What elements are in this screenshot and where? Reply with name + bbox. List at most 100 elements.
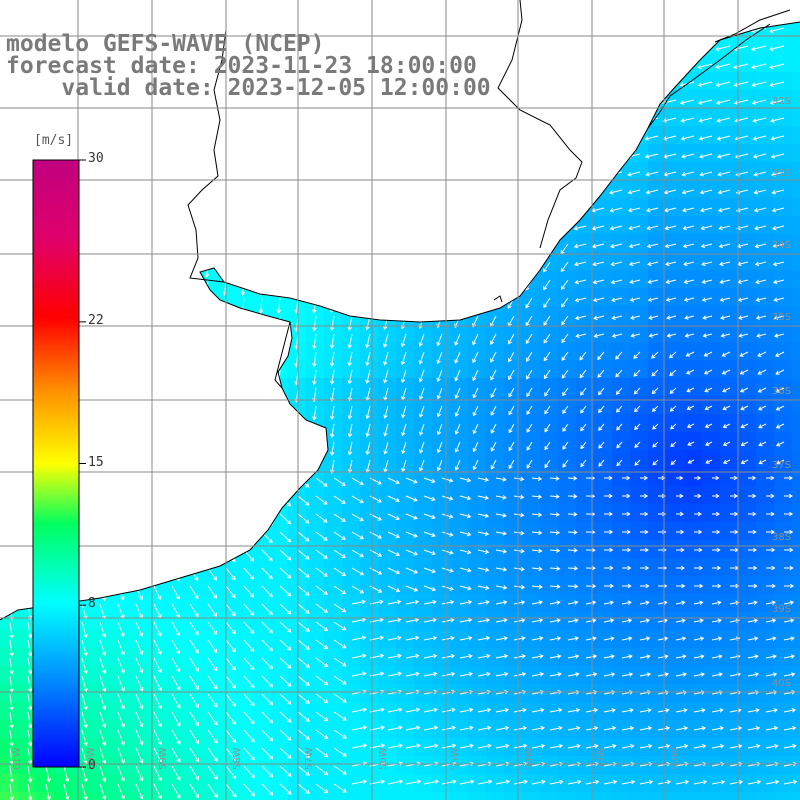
wind-arrow: [441, 495, 454, 501]
wind-arrow: [9, 531, 14, 548]
wind-arrow: [626, 10, 640, 15]
wind-arrow: [508, 459, 515, 470]
wind-arrow: [559, 117, 569, 131]
wind-arrow: [405, 513, 418, 520]
wind-arrow: [364, 189, 371, 206]
wind-arrow: [261, 495, 273, 508]
wind-arrow: [712, 565, 722, 571]
wind-arrow: [297, 729, 310, 740]
wind-arrow: [9, 549, 14, 566]
wind-arrow: [400, 261, 407, 276]
wind-arrow: [171, 783, 181, 799]
wind-arrow: [400, 99, 407, 116]
wind-arrow: [611, 297, 623, 303]
wind-arrow: [639, 726, 653, 731]
wind-arrow: [387, 779, 404, 785]
wind-arrow: [541, 27, 551, 42]
wind-arrow: [189, 729, 200, 745]
wind-arrow: [258, 315, 264, 332]
wind-arrow: [471, 297, 479, 310]
wind-arrow: [694, 493, 702, 499]
wind-arrow: [168, 405, 174, 422]
wind-arrow: [42, 22, 48, 26]
wind-arrow: [150, 22, 156, 26]
wind-arrow: [733, 63, 749, 70]
wind-arrow: [697, 81, 713, 87]
wind-arrow: [207, 765, 218, 780]
wind-arrow: [505, 27, 515, 42]
wind-arrow: [258, 369, 264, 386]
wind-arrow: [736, 225, 749, 231]
wind-arrow: [506, 189, 515, 203]
wind-arrow: [351, 513, 364, 522]
wind-arrow: [405, 635, 420, 641]
wind-arrow: [387, 653, 402, 659]
wind-arrow: [189, 549, 199, 564]
wind-arrow: [240, 369, 246, 386]
wind-arrow: [114, 117, 120, 134]
wind-arrow: [153, 513, 162, 528]
wind-arrow: [753, 171, 767, 177]
wind-arrow: [459, 585, 472, 591]
wind-arrow: [775, 387, 785, 393]
wind-arrow: [495, 725, 510, 731]
wind-arrow: [279, 765, 292, 777]
wind-arrow: [621, 654, 633, 659]
wind-arrow: [297, 639, 310, 650]
wind-arrow: [81, 711, 88, 729]
wind-arrow: [400, 27, 407, 44]
wind-arrow: [769, 63, 785, 70]
title-forecast-date: forecast date: 2023-11-23 18:00:00: [6, 53, 477, 79]
wind-arrow: [664, 225, 677, 231]
wind-arrow: [753, 189, 767, 195]
wind-arrow: [531, 618, 544, 623]
wind-arrow: [772, 243, 785, 249]
wind-arrow: [567, 530, 578, 535]
wind-arrow: [748, 583, 758, 589]
wind-arrow: [261, 747, 274, 760]
longitude-label: 54W: [524, 747, 535, 770]
wind-arrow: [769, 81, 785, 87]
wind-arrow: [753, 207, 767, 213]
wind-arrow: [471, 171, 479, 186]
latitude-label: 39S: [772, 604, 791, 615]
wind-arrow: [171, 495, 180, 510]
wind-arrow: [81, 639, 88, 657]
wind-arrow: [401, 405, 407, 419]
wind-arrow: [279, 567, 292, 579]
wind-arrow: [681, 153, 695, 159]
wind-arrow: [459, 707, 474, 713]
wind-arrow: [351, 477, 364, 486]
wind-arrow: [633, 387, 641, 395]
wind-arrow: [315, 603, 329, 613]
wind-arrow: [423, 617, 437, 623]
wind-arrow: [400, 369, 407, 384]
wind-arrow: [297, 783, 310, 794]
wind-arrow: [711, 743, 725, 749]
wind-arrow: [436, 369, 443, 383]
wind-arrow: [418, 459, 425, 472]
wind-arrow: [96, 22, 102, 26]
wind-arrow: [153, 711, 162, 728]
wind-arrow: [382, 297, 389, 313]
wind-arrow: [405, 653, 420, 659]
wind-arrow: [769, 27, 785, 34]
wind-arrow: [580, 441, 587, 450]
wind-arrow: [329, 315, 335, 332]
wind-arrow: [347, 351, 353, 367]
wind-arrow: [333, 675, 347, 685]
wind-arrow: [682, 225, 695, 231]
wind-arrow: [171, 621, 181, 637]
wind-arrow: [712, 583, 722, 589]
wind-arrow: [311, 22, 317, 26]
wind-arrow: [347, 117, 353, 134]
wind-arrow: [401, 423, 407, 437]
wind-arrow: [204, 297, 210, 314]
wind-arrow: [333, 729, 347, 739]
wind-arrow: [513, 618, 526, 623]
wind-arrow: [454, 297, 461, 311]
colorbar-tick-label: 0: [88, 758, 96, 773]
wind-arrow: [387, 531, 400, 539]
wind-arrow: [258, 189, 264, 206]
wind-arrow: [766, 547, 776, 553]
